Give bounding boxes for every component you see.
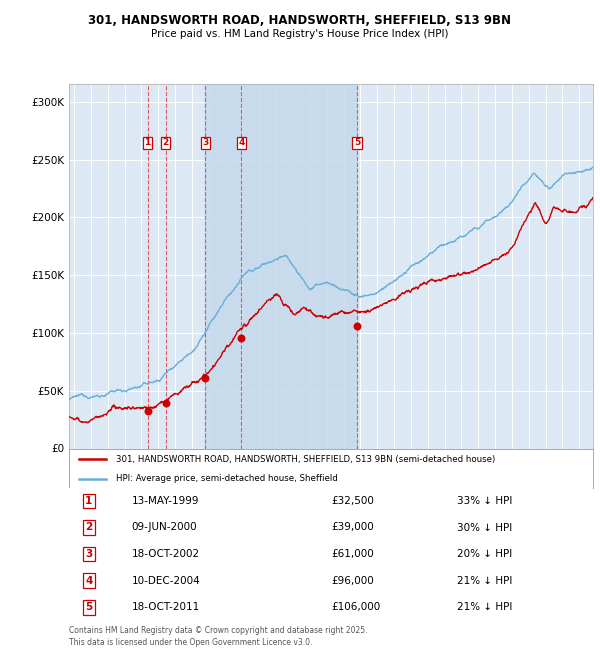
Point bbox=[352, 321, 362, 332]
Text: 21% ↓ HPI: 21% ↓ HPI bbox=[457, 603, 512, 612]
Text: 301, HANDSWORTH ROAD, HANDSWORTH, SHEFFIELD, S13 9BN (semi-detached house): 301, HANDSWORTH ROAD, HANDSWORTH, SHEFFI… bbox=[116, 455, 496, 464]
Text: 4: 4 bbox=[238, 138, 245, 148]
Text: 33% ↓ HPI: 33% ↓ HPI bbox=[457, 496, 512, 506]
Text: HPI: Average price, semi-detached house, Sheffield: HPI: Average price, semi-detached house,… bbox=[116, 474, 338, 484]
Text: 20% ↓ HPI: 20% ↓ HPI bbox=[457, 549, 512, 559]
Text: £61,000: £61,000 bbox=[331, 549, 374, 559]
Point bbox=[161, 398, 170, 409]
Text: 3: 3 bbox=[202, 138, 209, 148]
Text: 1: 1 bbox=[145, 138, 151, 148]
Text: £96,000: £96,000 bbox=[331, 576, 374, 586]
Text: 3: 3 bbox=[85, 549, 92, 559]
Point bbox=[200, 373, 210, 384]
Bar bbox=[205, 84, 357, 448]
Text: 21% ↓ HPI: 21% ↓ HPI bbox=[457, 576, 512, 586]
Text: 18-OCT-2002: 18-OCT-2002 bbox=[132, 549, 200, 559]
Text: 09-JUN-2000: 09-JUN-2000 bbox=[132, 523, 197, 532]
Text: £32,500: £32,500 bbox=[331, 496, 374, 506]
Point bbox=[143, 406, 152, 416]
Text: Price paid vs. HM Land Registry's House Price Index (HPI): Price paid vs. HM Land Registry's House … bbox=[151, 29, 449, 38]
Text: 4: 4 bbox=[85, 576, 92, 586]
Text: 30% ↓ HPI: 30% ↓ HPI bbox=[457, 523, 512, 532]
Text: 18-OCT-2011: 18-OCT-2011 bbox=[132, 603, 200, 612]
Text: 2: 2 bbox=[85, 523, 92, 532]
Point bbox=[236, 332, 246, 343]
Text: £106,000: £106,000 bbox=[331, 603, 380, 612]
Text: 5: 5 bbox=[85, 603, 92, 612]
Text: 301, HANDSWORTH ROAD, HANDSWORTH, SHEFFIELD, S13 9BN: 301, HANDSWORTH ROAD, HANDSWORTH, SHEFFI… bbox=[89, 14, 511, 27]
Text: 1: 1 bbox=[85, 496, 92, 506]
Text: 5: 5 bbox=[354, 138, 360, 148]
Text: Contains HM Land Registry data © Crown copyright and database right 2025.
This d: Contains HM Land Registry data © Crown c… bbox=[69, 626, 367, 647]
Text: 13-MAY-1999: 13-MAY-1999 bbox=[132, 496, 199, 506]
Text: 2: 2 bbox=[163, 138, 169, 148]
Text: £39,000: £39,000 bbox=[331, 523, 374, 532]
Text: 10-DEC-2004: 10-DEC-2004 bbox=[132, 576, 200, 586]
